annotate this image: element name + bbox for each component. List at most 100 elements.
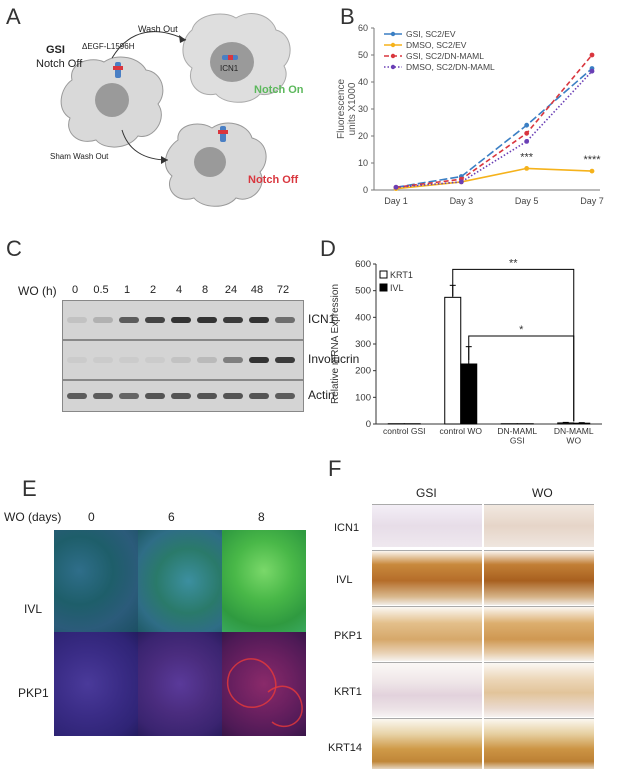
timepoint-label: 24 bbox=[224, 284, 238, 296]
blot-band bbox=[171, 317, 191, 323]
blot-band bbox=[249, 357, 269, 363]
image-ivl-day6 bbox=[138, 530, 222, 632]
nucleus-notch-off bbox=[194, 147, 226, 177]
blot-band bbox=[197, 317, 217, 323]
significance-marker: ** bbox=[509, 257, 518, 269]
y-tick-label: 200 bbox=[355, 366, 371, 377]
blot-label: Actin bbox=[308, 388, 335, 402]
data-point bbox=[524, 122, 530, 128]
significance-marker: **** bbox=[583, 154, 601, 166]
bar bbox=[557, 422, 575, 425]
panel-f-ihc: GSI WO ICN1 IVL PKP1 KRT1 KRT14 bbox=[320, 484, 617, 770]
ihc-krt1-gsi bbox=[372, 662, 482, 717]
ihc-krt1-wo bbox=[484, 662, 594, 717]
legend-swatch bbox=[379, 283, 388, 292]
timepoint-label: 1 bbox=[123, 284, 131, 296]
y-tick-label: 100 bbox=[355, 392, 371, 403]
blot-band bbox=[275, 357, 295, 363]
col-label-gsi: GSI bbox=[416, 486, 437, 500]
row-label-krt1: KRT1 bbox=[334, 686, 362, 698]
y-tick-label: 300 bbox=[355, 339, 371, 350]
y-tick-label: 600 bbox=[355, 259, 371, 270]
x-tick-label-line: DN-MAML bbox=[554, 426, 594, 436]
panel-letter-f: F bbox=[328, 456, 342, 481]
x-tick-label: Day 5 bbox=[515, 196, 539, 206]
ihc-ivl-gsi bbox=[372, 550, 482, 605]
timepoint-label: 4 bbox=[175, 284, 183, 296]
legend-label: KRT1 bbox=[390, 270, 413, 280]
col-label-wo: WO bbox=[532, 486, 553, 500]
image-pkp1-day0 bbox=[54, 632, 138, 736]
series-line bbox=[395, 54, 593, 189]
x-tick-label-line: DN-MAML bbox=[497, 426, 537, 436]
legend-marker bbox=[390, 64, 396, 70]
gsi-label: GSI bbox=[46, 44, 65, 56]
y-axis-label: Relative mRNA Expression bbox=[330, 284, 341, 404]
y-tick-label: 40 bbox=[358, 77, 368, 87]
data-point bbox=[524, 139, 530, 144]
col-label-day0: 0 bbox=[88, 510, 95, 524]
y-tick-label: 500 bbox=[355, 286, 371, 297]
blot-strip bbox=[62, 380, 304, 412]
image-ivl-day8 bbox=[222, 530, 306, 632]
panel-c-western-blot: WO (h) 0 0.5 1 2 4 8 24 48 72 ICN1 Involucrin Acti… bbox=[0, 236, 359, 412]
legend-label: DMSO, SC2/DN-MAML bbox=[406, 62, 495, 72]
ihc-ivl-wo bbox=[484, 550, 594, 605]
blot-label: ICN1 bbox=[308, 312, 336, 326]
x-tick-label: control GSI bbox=[383, 426, 426, 436]
timepoint-label: 0.5 bbox=[93, 284, 109, 296]
x-tick-label-line: WO bbox=[566, 435, 581, 445]
data-point bbox=[393, 184, 399, 190]
wo-hours-title: WO (h) bbox=[18, 284, 57, 298]
data-point bbox=[524, 166, 530, 171]
bar bbox=[444, 296, 462, 425]
legend-swatch bbox=[379, 270, 388, 279]
fluorescence-chart: 0 10 20 30 40 50 60 Day 1 Day 3 Day 5 Day 7 Fluores… bbox=[336, 23, 604, 206]
construct-label: ΔEGF-L1596H bbox=[82, 42, 135, 51]
significance-marker: * bbox=[519, 324, 524, 336]
blot-strip bbox=[62, 340, 304, 380]
legend-marker bbox=[390, 42, 396, 48]
x-tick-label: control WO bbox=[439, 426, 482, 436]
y-tick-label: 20 bbox=[358, 131, 368, 141]
y-tick-label: 0 bbox=[366, 419, 371, 430]
x-tick-label: DN-MAML GSI bbox=[497, 426, 537, 445]
blot-band bbox=[171, 357, 191, 363]
y-tick-label: 50 bbox=[358, 50, 368, 60]
blot-band bbox=[249, 317, 269, 323]
arrow-wash-out bbox=[111, 31, 187, 59]
data-point bbox=[589, 68, 595, 74]
data-point bbox=[458, 179, 464, 185]
row-label-pkp1-f: PKP1 bbox=[334, 630, 363, 642]
blot-strip bbox=[62, 300, 304, 340]
blot-band bbox=[67, 317, 87, 323]
image-ivl-day0 bbox=[54, 530, 138, 632]
x-tick-label: DN-MAML WO bbox=[554, 426, 594, 445]
timepoint-label: 8 bbox=[201, 284, 209, 296]
panel-letter-b: B bbox=[340, 4, 355, 29]
y-tick-label: 0 bbox=[363, 185, 368, 195]
wash-out-label: Wash Out bbox=[138, 24, 178, 34]
blot-band bbox=[145, 357, 165, 363]
blot-band bbox=[275, 317, 295, 323]
ihc-krt14-wo bbox=[484, 718, 594, 769]
nucleus-gsi bbox=[95, 83, 129, 117]
mrna-expression-chart: 0 100 200 300 400 500 600 Relative mRNA Express… bbox=[330, 257, 602, 445]
row-label-krt14: KRT14 bbox=[328, 742, 363, 754]
blot-band bbox=[145, 393, 165, 399]
x-tick-label: Day 1 bbox=[384, 196, 408, 206]
blot-band bbox=[171, 393, 191, 399]
blot-band bbox=[67, 393, 87, 399]
y-tick-label: 10 bbox=[358, 158, 368, 168]
y-tick-label: 30 bbox=[358, 104, 368, 114]
legend-marker bbox=[390, 31, 396, 37]
x-tick-label-line: GSI bbox=[510, 435, 525, 445]
wo-days-title: WO (days) bbox=[4, 510, 62, 524]
cell-diagram bbox=[60, 13, 291, 207]
series-line bbox=[395, 67, 593, 189]
data-point bbox=[589, 168, 595, 174]
panel-letter-d: D bbox=[320, 236, 336, 261]
blot-band bbox=[93, 317, 113, 323]
x-tick-label: Day 3 bbox=[450, 196, 474, 206]
notch-on-label: Notch On bbox=[254, 84, 304, 96]
